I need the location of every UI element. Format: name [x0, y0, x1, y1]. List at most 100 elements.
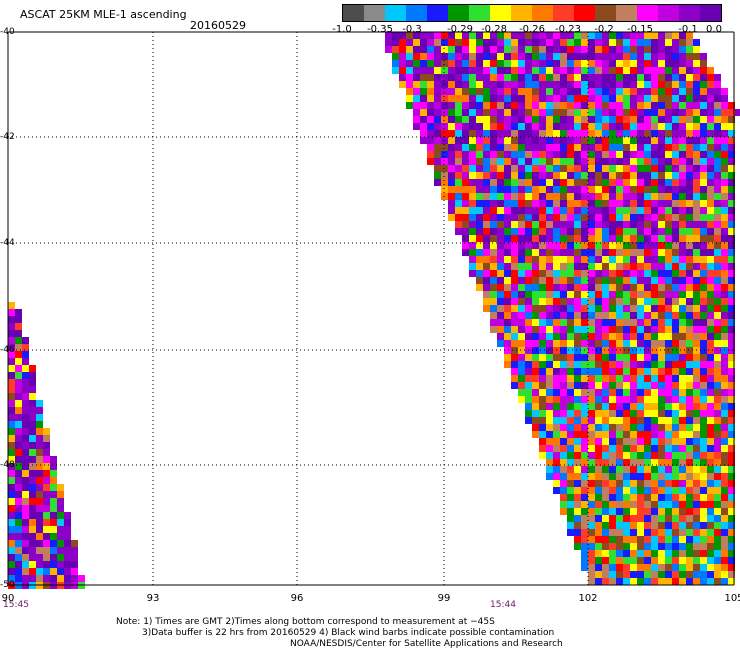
swath-cell: [567, 270, 574, 277]
swath-cell: [651, 88, 658, 95]
swath-cell: [637, 368, 644, 375]
swath-cell: [22, 456, 29, 463]
swath-cell: [714, 557, 721, 564]
swath-cell: [714, 256, 721, 263]
swath-cell: [672, 389, 679, 396]
swath-cell: [700, 144, 707, 151]
swath-cell: [22, 554, 29, 561]
swath-cell: [630, 508, 637, 515]
swath-cell: [728, 172, 735, 179]
swath-cell: [588, 81, 595, 88]
swath-cell: [539, 172, 546, 179]
swath-cell: [630, 144, 637, 151]
swath-cell: [574, 522, 581, 529]
swath-cell: [700, 340, 707, 347]
swath-cell: [595, 396, 602, 403]
swath-cell: [518, 340, 525, 347]
swath-cell: [623, 459, 630, 466]
swath-cell: [581, 74, 588, 81]
swath-cell: [637, 543, 644, 550]
swath-cell: [532, 424, 539, 431]
swath-cell: [441, 123, 448, 130]
latitude-label: -40: [0, 27, 15, 37]
swath-cell: [518, 326, 525, 333]
swath-cell: [679, 396, 686, 403]
swath-cell: [36, 484, 43, 491]
swath-cell: [546, 340, 553, 347]
swath-cell: [714, 333, 721, 340]
swath-cell: [728, 200, 735, 207]
swath-cell: [609, 536, 616, 543]
swath-cell: [539, 130, 546, 137]
swath-cell: [546, 375, 553, 382]
swath-cell: [50, 456, 57, 463]
swath-cell: [22, 498, 29, 505]
swath-cell: [588, 557, 595, 564]
swath-cell: [518, 242, 525, 249]
swath-cell: [462, 221, 469, 228]
swath-cell: [567, 340, 574, 347]
swath-cell: [490, 123, 497, 130]
swath-cell: [623, 256, 630, 263]
swath-cell: [644, 102, 651, 109]
swath-cell: [553, 403, 560, 410]
swath-cell: [637, 53, 644, 60]
swath-cell: [469, 137, 476, 144]
swath-cell: [651, 529, 658, 536]
swath-cell: [490, 242, 497, 249]
swath-cell: [504, 109, 511, 116]
swath-cell: [651, 368, 658, 375]
swath-cell: [714, 368, 721, 375]
swath-cell: [532, 347, 539, 354]
swath-cell: [36, 470, 43, 477]
swath-cell: [651, 165, 658, 172]
swath-cell: [609, 501, 616, 508]
swath-cell: [721, 487, 728, 494]
swath-cell: [693, 508, 700, 515]
swath-cell: [567, 410, 574, 417]
swath-cell: [665, 515, 672, 522]
colorbar-swatch: [679, 5, 700, 21]
swath-cell: [441, 102, 448, 109]
swath-cell: [29, 400, 36, 407]
swath-cell: [700, 95, 707, 102]
swath-cell: [728, 557, 735, 564]
swath-cell: [651, 501, 658, 508]
swath-cell: [553, 158, 560, 165]
swath-cell: [665, 95, 672, 102]
swath-cell: [616, 438, 623, 445]
swath-cell: [588, 396, 595, 403]
swath-cell: [728, 165, 735, 172]
swath-cell: [490, 270, 497, 277]
swath-cell: [392, 32, 399, 39]
swath-cell: [511, 298, 518, 305]
swath-cell: [665, 480, 672, 487]
swath-cell: [693, 522, 700, 529]
swath-cell: [546, 382, 553, 389]
swath-cell: [553, 151, 560, 158]
swath-cell: [728, 116, 735, 123]
swath-cell: [623, 249, 630, 256]
swath-cell: [413, 81, 420, 88]
swath-cell: [623, 354, 630, 361]
swath-cell: [644, 480, 651, 487]
swath-cell: [469, 172, 476, 179]
swath-cell: [686, 165, 693, 172]
swath-cell: [448, 179, 455, 186]
swath-cell: [595, 578, 602, 585]
swath-cell: [518, 221, 525, 228]
swath-cell: [434, 32, 441, 39]
colorbar-label: -0.23: [555, 24, 581, 35]
swath-cell: [560, 53, 567, 60]
swath-cell: [490, 130, 497, 137]
swath-cell: [672, 109, 679, 116]
swath-cell: [665, 354, 672, 361]
swath-cell: [560, 417, 567, 424]
swath-cell: [574, 144, 581, 151]
swath-cell: [651, 417, 658, 424]
swath-cell: [588, 347, 595, 354]
swath-cell: [609, 46, 616, 53]
swath-cell: [623, 515, 630, 522]
swath-cell: [609, 431, 616, 438]
swath-cell: [476, 200, 483, 207]
